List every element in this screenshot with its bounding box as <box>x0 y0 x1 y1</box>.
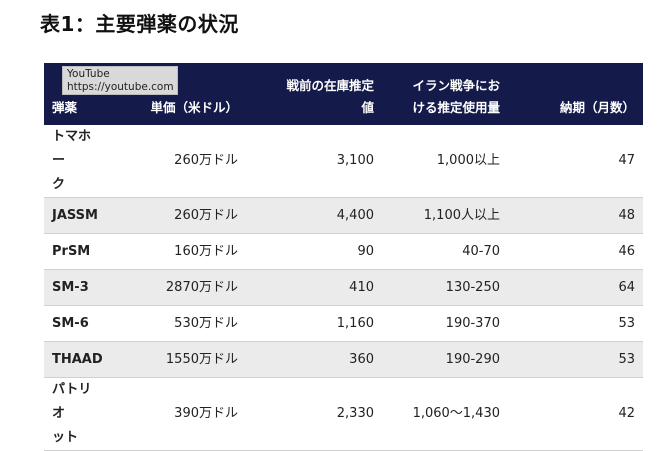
cell-prewar-stock: 2,330 <box>246 377 382 451</box>
cell-unit-price: 260万ドル <box>110 197 246 234</box>
table-row-thaad: THAAD 1550万ドル 360 190-290 53 <box>44 341 643 378</box>
table-row-jassm: JASSM 260万ドル 4,400 1,100人以上 48 <box>44 197 643 234</box>
cell-lead-time: 47 <box>508 125 643 198</box>
cell-munition-name: パトリオ ット <box>44 377 110 451</box>
cell-munition-name-line2: ク <box>52 177 66 192</box>
header-iran-war-usage-line2: ける推定使用量 <box>412 100 500 115</box>
cell-lead-time: 64 <box>508 269 643 306</box>
header-iran-war-usage: イラン戦争にお ける推定使用量 <box>382 63 508 125</box>
cell-prewar-stock: 3,100 <box>246 125 382 198</box>
cell-munition-name: PrSM <box>44 233 110 270</box>
cell-munition-name: SM-6 <box>44 305 110 342</box>
header-prewar-stock-line1: 戦前の在庫推定 <box>286 78 374 93</box>
cell-munition-name: THAAD <box>44 341 110 378</box>
cell-munition-name: SM-3 <box>44 269 110 306</box>
cell-lead-time: 53 <box>508 305 643 342</box>
cell-lead-time: 42 <box>508 377 643 451</box>
cell-war-usage: 130-250 <box>382 269 508 306</box>
table-row-prsm: PrSM 160万ドル 90 40-70 46 <box>44 233 643 270</box>
table-row-sm3: SM-3 2870万ドル 410 130-250 64 <box>44 269 643 306</box>
cell-lead-time: 48 <box>508 197 643 234</box>
header-munition: 弾薬 <box>52 100 78 115</box>
cell-prewar-stock: 360 <box>246 341 382 378</box>
cell-munition-name: JASSM <box>44 197 110 234</box>
cell-munition-name-line1: トマホー <box>52 129 92 168</box>
cell-war-usage: 1,000以上 <box>382 125 508 198</box>
table-header-row: 弾薬 単価（米ドル） 戦前の在庫推定 値 イラン戦争にお ける推定使用量 納期（… <box>44 63 643 125</box>
header-lead-time: 納期（月数） <box>559 100 635 115</box>
header-prewar-stock: 戦前の在庫推定 値 <box>246 63 382 125</box>
cell-war-usage: 1,100人以上 <box>382 197 508 234</box>
cell-unit-price: 160万ドル <box>110 233 246 270</box>
cell-unit-price: 260万ドル <box>110 125 246 198</box>
cell-unit-price: 530万ドル <box>110 305 246 342</box>
table-row-sm6: SM-6 530万ドル 1,160 190-370 53 <box>44 305 643 342</box>
cell-prewar-stock: 1,160 <box>246 305 382 342</box>
cell-munition-name-line1: パトリオ <box>52 382 92 421</box>
header-prewar-stock-line2: 値 <box>361 100 374 115</box>
cell-war-usage: 1,060～1,430 <box>382 377 508 451</box>
cell-lead-time: 46 <box>508 233 643 270</box>
cell-munition-name-line2: ット <box>52 430 79 445</box>
tooltip-site-name: YouTube <box>67 68 110 80</box>
header-unit-price: 単価（米ドル） <box>150 100 238 115</box>
cell-unit-price: 1550万ドル <box>110 341 246 378</box>
munitions-table-container: 弾薬 単価（米ドル） 戦前の在庫推定 値 イラン戦争にお ける推定使用量 納期（… <box>44 63 643 451</box>
cell-war-usage: 190-290 <box>382 341 508 378</box>
cell-unit-price: 390万ドル <box>110 377 246 451</box>
link-tooltip: YouTube https://youtube.com <box>62 66 178 95</box>
cell-lead-time: 53 <box>508 341 643 378</box>
cell-prewar-stock: 4,400 <box>246 197 382 234</box>
cell-war-usage: 190-370 <box>382 305 508 342</box>
cell-prewar-stock: 410 <box>246 269 382 306</box>
table-row-patriot: パトリオ ット 390万ドル 2,330 1,060～1,430 42 <box>44 377 643 451</box>
table-title: 表1：主要弾薬の状況 <box>40 12 239 36</box>
cell-unit-price: 2870万ドル <box>110 269 246 306</box>
cell-war-usage: 40-70 <box>382 233 508 270</box>
table-row-tomahawk: トマホー ク 260万ドル 3,100 1,000以上 47 <box>44 125 643 198</box>
cell-prewar-stock: 90 <box>246 233 382 270</box>
munitions-table: 弾薬 単価（米ドル） 戦前の在庫推定 値 イラン戦争にお ける推定使用量 納期（… <box>44 63 643 451</box>
tooltip-url: https://youtube.com <box>67 81 174 93</box>
cell-munition-name: トマホー ク <box>44 125 110 198</box>
header-iran-war-usage-line1: イラン戦争にお <box>412 78 500 93</box>
